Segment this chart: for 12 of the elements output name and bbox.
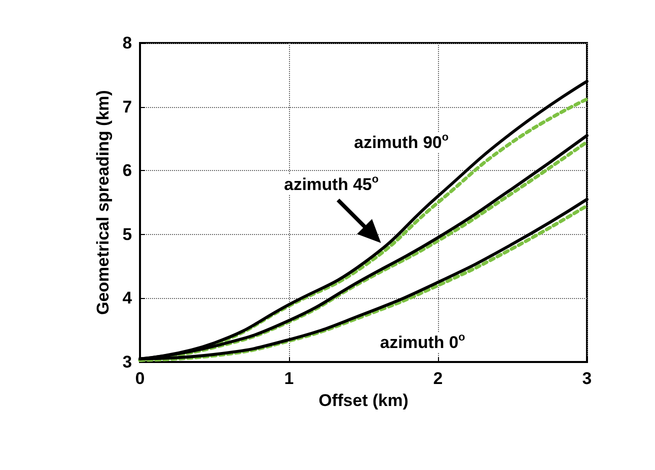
y-tick-label: 7 (122, 97, 132, 116)
x-axis-title: Offset (km) (318, 390, 408, 410)
x-tick-label: 3 (582, 369, 592, 388)
x-tick-label: 1 (284, 369, 294, 388)
y-axis-title: Geometrical spreading (km) (94, 90, 113, 315)
x-tick-label: 2 (433, 369, 443, 388)
x-tick-label: 0 (135, 369, 145, 388)
y-tick-label: 8 (122, 34, 132, 52)
y-tick-label: 6 (122, 161, 132, 180)
y-tick-label: 3 (122, 352, 132, 372)
y-tick-label: 4 (122, 288, 133, 308)
y-tick-label: 5 (122, 224, 132, 244)
